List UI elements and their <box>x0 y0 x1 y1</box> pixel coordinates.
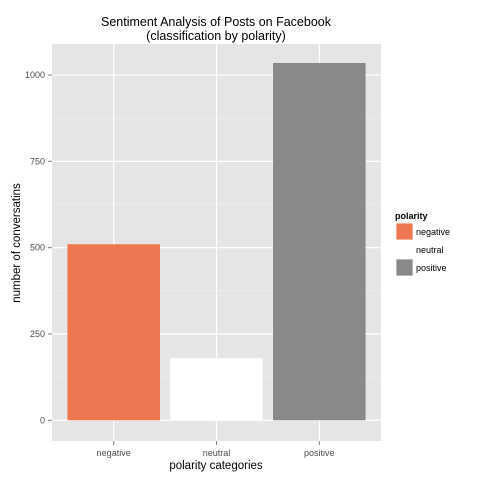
legend-key-negative <box>395 222 414 241</box>
legend-label-negative: negative <box>416 227 450 237</box>
legend: polarity negative neutral positive <box>395 211 450 277</box>
legend-key-positive <box>395 258 414 277</box>
x-tick-label: neutral <box>203 448 231 458</box>
y-tick-label: 750 <box>30 156 45 166</box>
y-tick-label: 1000 <box>25 70 45 80</box>
x-axis-label: polarity categories <box>169 460 263 472</box>
legend-label-positive: positive <box>416 263 447 273</box>
bar-neutral <box>170 358 263 421</box>
y-axis-label: number of conversatins <box>11 183 23 303</box>
x-tick-label: positive <box>304 448 335 458</box>
y-tick-label: 0 <box>40 415 45 425</box>
chart-title: Sentiment Analysis of Posts on Facebook <box>101 15 332 29</box>
bar-layer <box>67 62 366 421</box>
bar-negative <box>67 244 160 421</box>
legend-entries: negative neutral positive <box>395 222 450 277</box>
axis-layer: 0 250 500 750 1000 negative neutral positive <box>25 70 335 458</box>
y-tick-label: 250 <box>30 329 45 339</box>
legend-title: polarity <box>395 211 428 221</box>
legend-key-neutral <box>395 240 414 259</box>
bar-positive <box>273 62 366 421</box>
x-tick-label: negative <box>97 448 131 458</box>
chart-subtitle: (classification by polarity) <box>146 29 286 43</box>
legend-label-neutral: neutral <box>416 245 444 255</box>
y-tick-label: 500 <box>30 243 45 253</box>
